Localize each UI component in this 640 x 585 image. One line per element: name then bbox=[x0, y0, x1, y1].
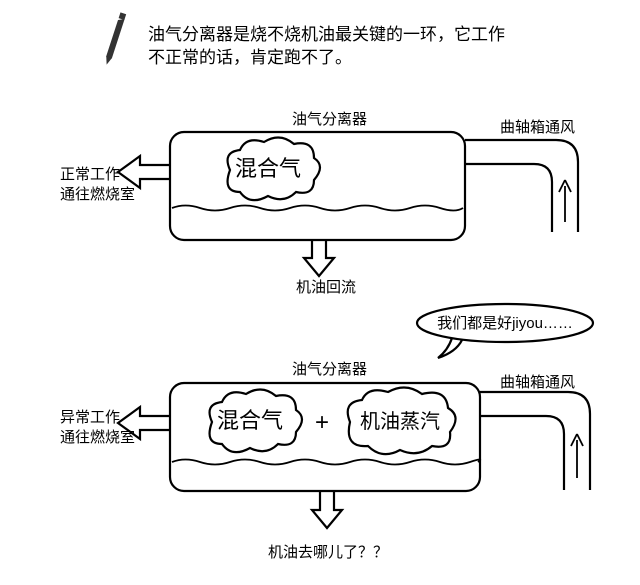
bottom-separator-box bbox=[170, 383, 480, 491]
bottom-title: 油气分离器 bbox=[292, 360, 367, 380]
bottom-bubble-1: 混合气 bbox=[210, 389, 302, 452]
bottom-bottom-arrow bbox=[312, 491, 342, 528]
bottom-bubble-2: 机油蒸汽 bbox=[348, 387, 456, 454]
bottom-bottom-label: 机油去哪儿了？？ bbox=[268, 543, 388, 563]
bottom-crank-label: 曲轴箱通风 bbox=[500, 373, 575, 393]
bottom-left-label: 异常工作 通往燃烧室 bbox=[60, 408, 135, 449]
bottom-liquid-line bbox=[172, 460, 480, 465]
bottom-diagram: 混合气 + 机油蒸汽 bbox=[0, 0, 640, 585]
diagram-stage: 油气分离器是烧不烧机油最关键的一环，它工作 不正常的话，肯定跑不了。 混合气 油 bbox=[0, 0, 640, 585]
bottom-pipe bbox=[480, 392, 590, 490]
bottom-bubble1-label: 混合气 bbox=[217, 408, 283, 433]
plus-sign: + bbox=[315, 409, 329, 436]
bottom-bubble2-label: 机油蒸汽 bbox=[360, 410, 440, 433]
